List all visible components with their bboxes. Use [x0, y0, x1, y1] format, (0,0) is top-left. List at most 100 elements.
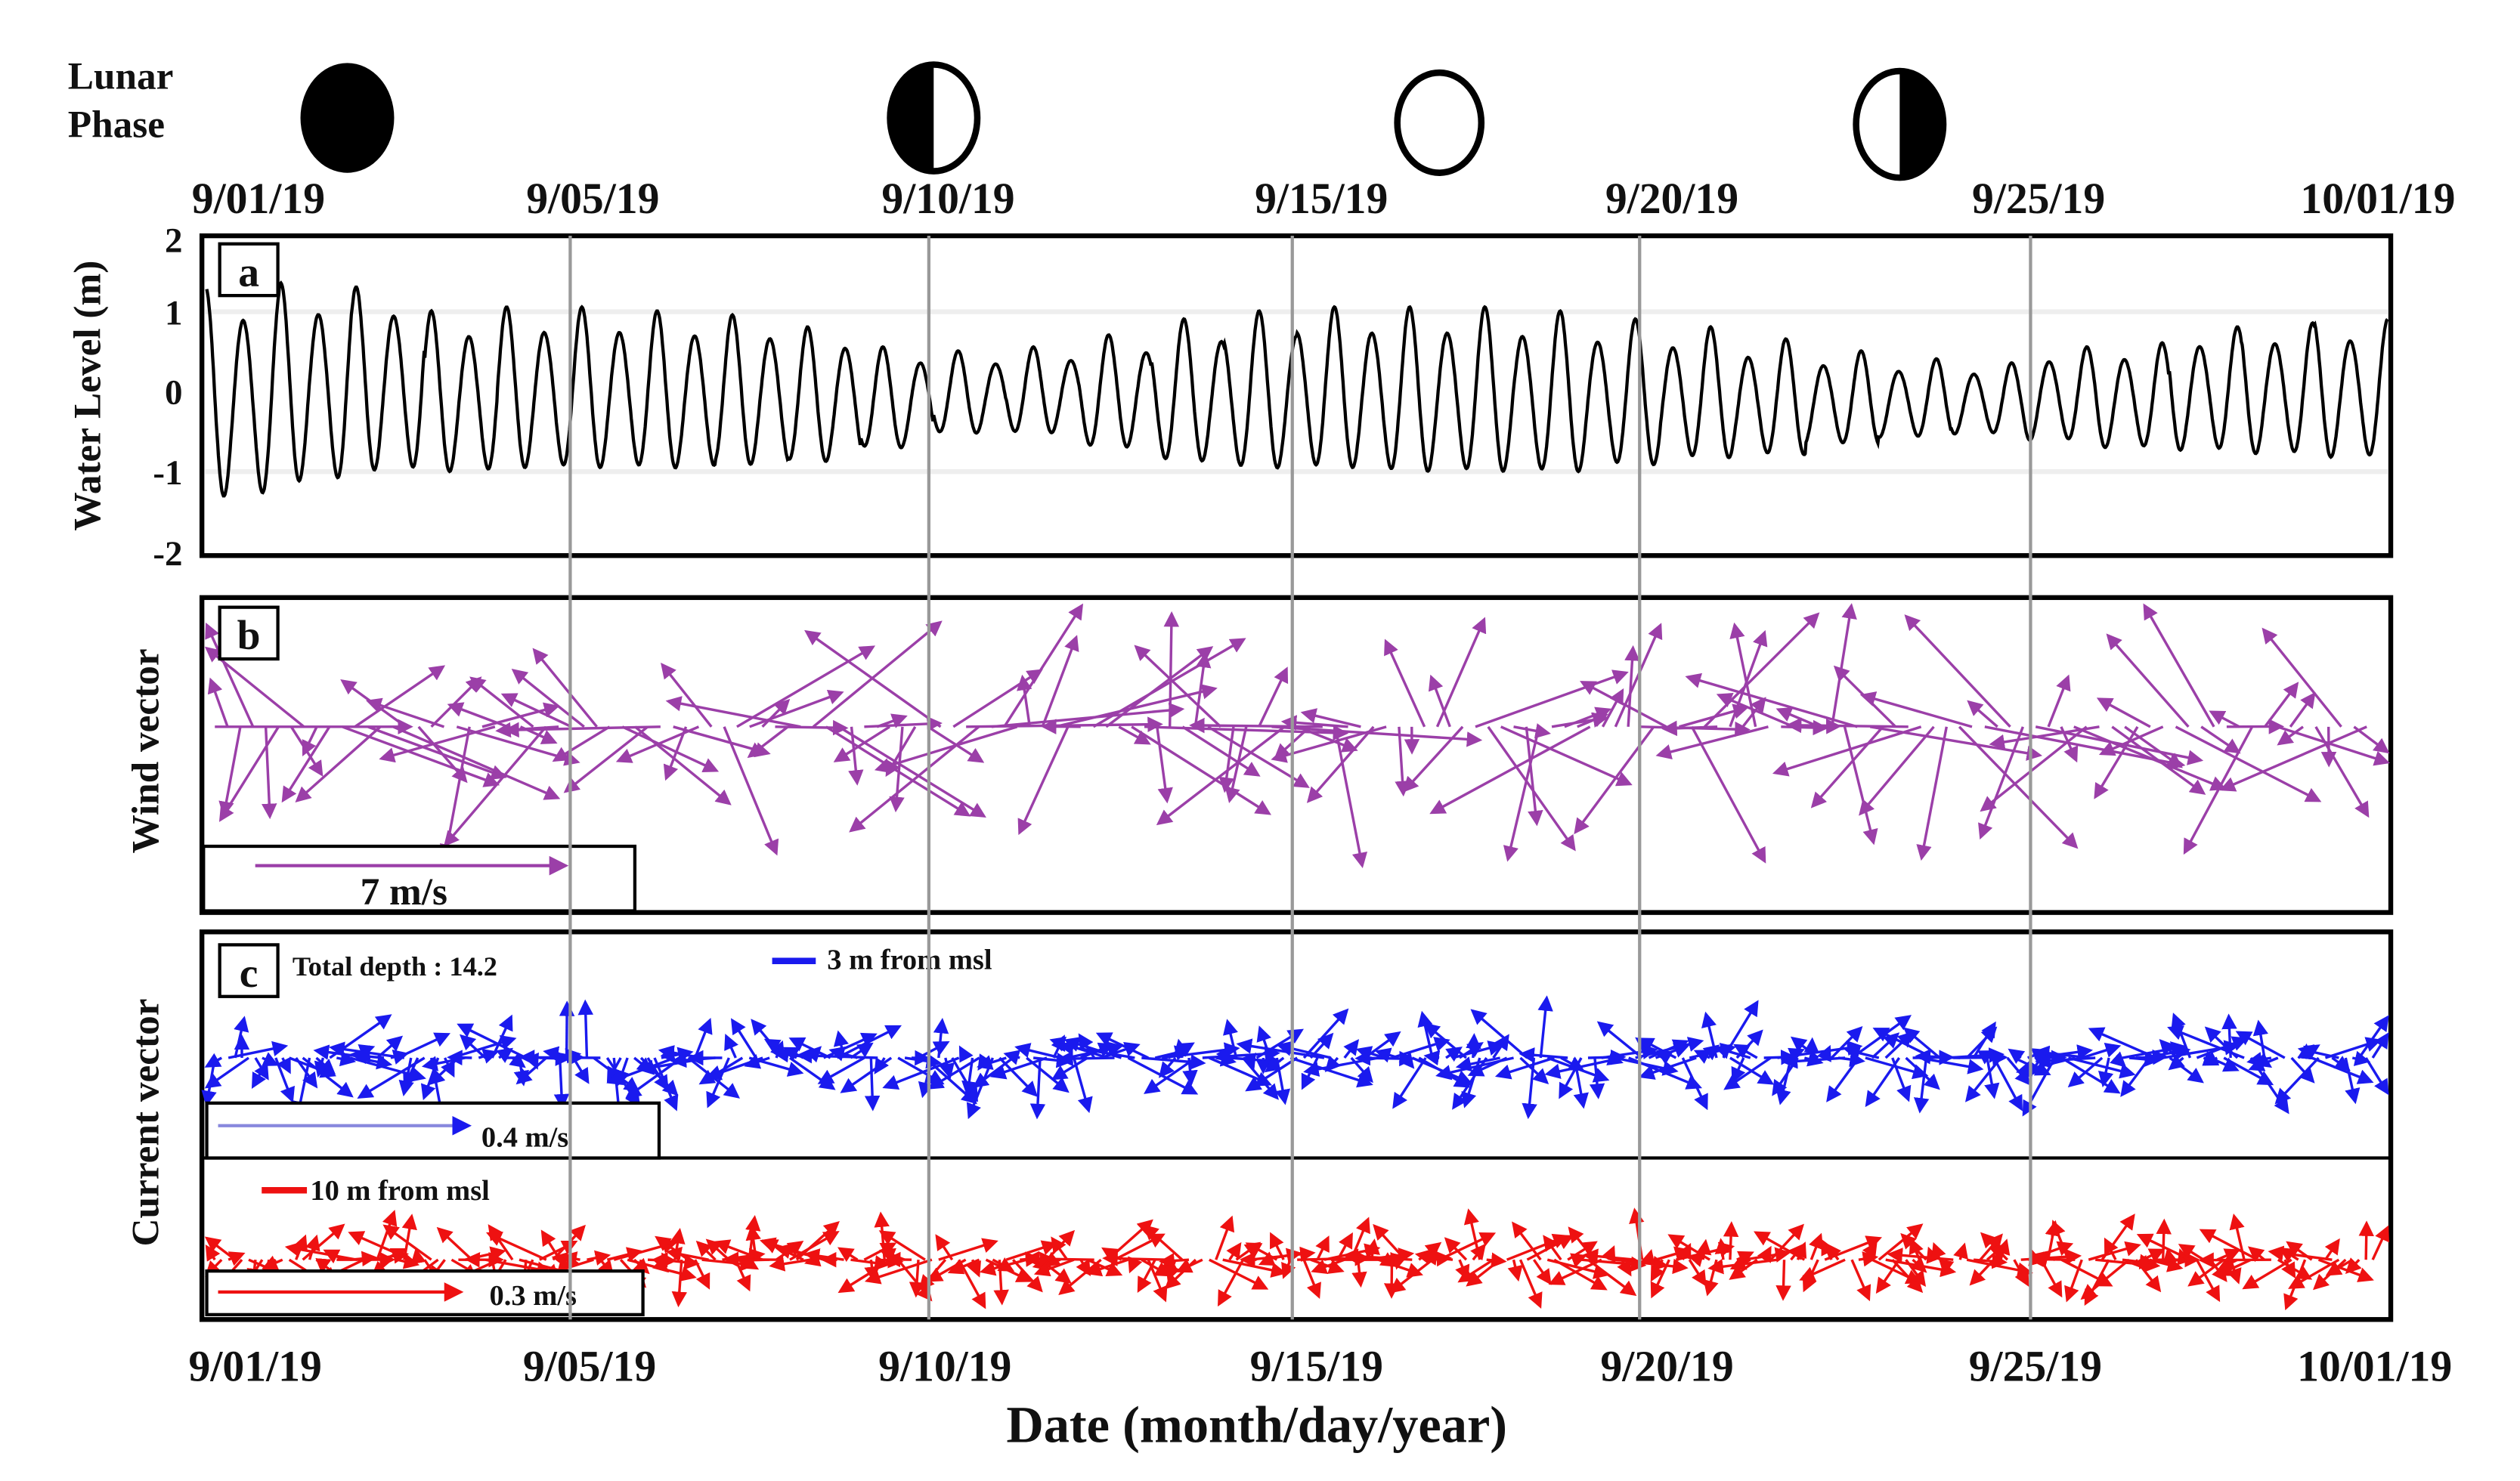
wind-vector [2277, 725, 2304, 746]
wind-vector [430, 676, 482, 728]
wind-vector [447, 702, 509, 728]
current-vector-3m [864, 1057, 881, 1112]
wind-vector [1958, 725, 2079, 849]
wind-vector [354, 665, 446, 728]
current-vector-3m [1964, 1056, 2002, 1102]
current-vector-3m [1343, 1039, 1360, 1059]
wind-vector [2094, 725, 2139, 799]
current-vector-3m [2110, 1051, 2127, 1068]
current-vector-10m [2217, 1258, 2252, 1276]
current-vector-3m [1782, 1053, 1846, 1069]
current-vector-3m [1522, 1057, 1537, 1120]
x-tick-label: 10/01/19 [2297, 1343, 2452, 1390]
panel-a-frame [199, 233, 2394, 558]
current-vector-10m [464, 1251, 481, 1268]
current-vector-3m [958, 1045, 974, 1063]
current-vector-3m [1101, 1041, 1141, 1059]
current-vector-3m [1470, 1009, 1528, 1059]
current-vector-3m [1830, 1025, 1863, 1059]
wind-vector [1428, 674, 1451, 728]
current-vector-10m [1392, 1253, 1407, 1270]
current-vector-3m [329, 1041, 405, 1059]
current-vector-10m [1650, 1259, 1665, 1282]
current-vector-10m [1226, 1241, 1242, 1261]
current-vector-10m [302, 1223, 345, 1261]
x-tick-label: 9/10/19 [881, 175, 1014, 223]
current-vector-10m [1012, 1259, 1043, 1293]
current-vector-3m [1202, 1046, 1280, 1062]
current-vector-3m [2357, 1015, 2389, 1059]
current-vector-10m [1532, 1259, 1552, 1285]
current-vector-3m [1057, 1050, 1115, 1067]
current-vector-10m [2045, 1220, 2060, 1260]
current-vector-3m [553, 1057, 570, 1110]
current-vector-3m [1398, 1052, 1415, 1069]
current-vector-3m [1537, 995, 1553, 1059]
y-tick-labels: 2 1 0 -1 -2 [153, 221, 182, 574]
current-vector-10m [1667, 1234, 1710, 1261]
current-vector-10m [1688, 1259, 1707, 1287]
wind-vector [1429, 725, 1591, 815]
current-vector-10m [1703, 1259, 1719, 1297]
current-vector-3m [977, 1055, 1007, 1070]
current-vector-3m [2067, 1056, 2136, 1079]
current-vector-3m [2088, 1027, 2157, 1059]
current-vector-10m [262, 1255, 283, 1270]
current-vector-3m [1057, 1040, 1135, 1059]
current-vector-3m [1913, 1057, 1930, 1114]
current-vector-10m [1142, 1224, 1184, 1261]
wind-vector [1193, 651, 1212, 728]
x-tick-labels-bottom: 9/01/19 9/05/19 9/10/19 9/15/19 9/20/19 … [189, 1343, 2453, 1390]
current-vector-3m [277, 1056, 291, 1074]
current-vector-10m [228, 1251, 246, 1266]
wind-vector [342, 725, 500, 787]
wind-vector [1690, 726, 1766, 864]
current-vector-3m [1158, 1056, 1177, 1078]
current-vector-3m [251, 1057, 271, 1089]
current-vector-10m [2247, 1246, 2266, 1263]
wind-vector [1280, 715, 1348, 731]
current-vector-10m [397, 1254, 420, 1269]
current-vector-3m [1417, 1010, 1434, 1059]
current-vector-10m [694, 1259, 710, 1290]
current-vector-3m [1029, 1057, 1046, 1120]
wind-vector [634, 725, 732, 805]
y-tick-label: -2 [153, 534, 182, 574]
current-vector-10m [1351, 1259, 1367, 1288]
wind-vector [1487, 725, 1576, 852]
current-vector-10m [2162, 1248, 2178, 1265]
current-vector-3m [1466, 1033, 1481, 1059]
current-vector-10m [204, 1236, 237, 1261]
current-vector-3m [1274, 1057, 1291, 1105]
current-vector-10m [1980, 1232, 2009, 1261]
current-vector-10m [1438, 1232, 1497, 1261]
current-vector-3m [1215, 1045, 1231, 1063]
current-vector-3m [2223, 1056, 2274, 1086]
wind-vector [367, 725, 507, 780]
current-vector-10m [670, 1228, 686, 1260]
wind-vector [833, 725, 890, 762]
wind-vector [1105, 646, 1214, 728]
panel-a-label: a [238, 249, 259, 295]
current-vector-3m [204, 1053, 223, 1068]
current-vector-10m [1102, 1251, 1169, 1266]
current-vector-10m [1033, 1258, 1075, 1277]
current-vector-10m [909, 1260, 925, 1298]
x-tick-label: 9/25/19 [1972, 175, 2105, 223]
current-vector-3m [1264, 1056, 1285, 1073]
wind-vector [747, 725, 789, 759]
current-vector-10m [2040, 1259, 2063, 1298]
date-reference-lines [568, 236, 2032, 1320]
current-vectors-10m [204, 1207, 2389, 1311]
wind-vector [1564, 706, 1611, 728]
wind-vector [1003, 603, 1084, 728]
lunar-label-2: Phase [68, 104, 165, 147]
current-vector-10m [1757, 1245, 1772, 1263]
current-vector-10m [745, 1224, 761, 1260]
current-vector-10m [1900, 1232, 1927, 1261]
wind-vector [2106, 633, 2190, 728]
current-vector-3m [336, 1051, 357, 1067]
current-vector-10m [1302, 1259, 1321, 1300]
wind-vector [2096, 697, 2151, 728]
current-vector-10m [2101, 1214, 2135, 1261]
